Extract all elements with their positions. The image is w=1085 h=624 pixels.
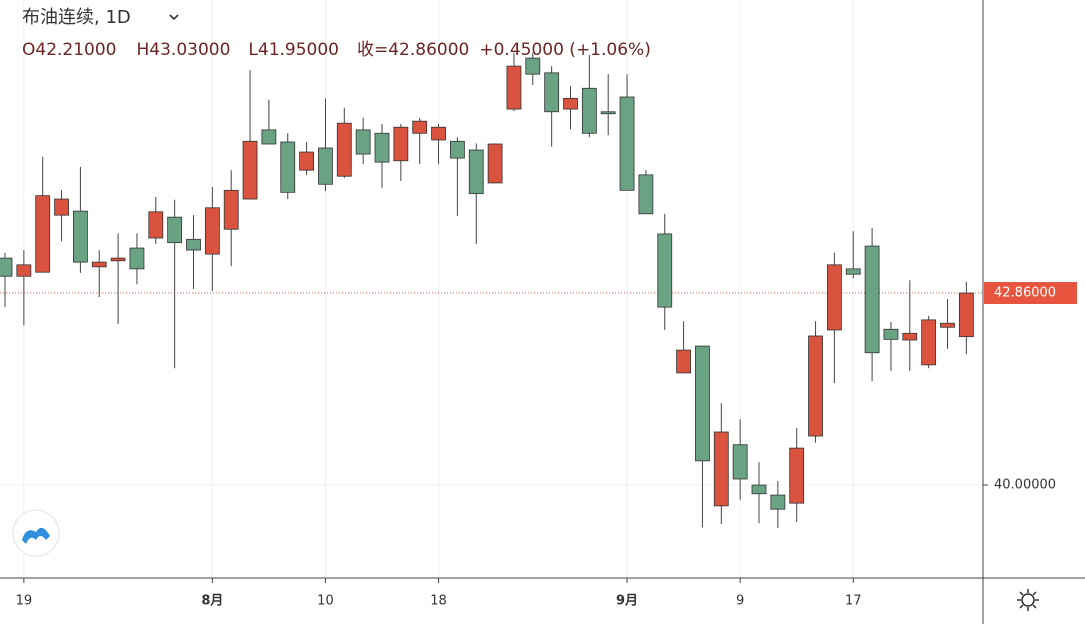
candle-body [789, 447, 805, 504]
x-tick-label: 19 [16, 594, 33, 609]
candle-body [280, 141, 296, 193]
candle-body [318, 147, 333, 185]
candle-body [16, 264, 32, 277]
candle-body [525, 57, 541, 75]
axes: 40.00000 19 8月 10 18 9月 9 17 42.86000 [16, 282, 1077, 609]
chart-title: 布油连续, 1D [22, 7, 131, 28]
candle-body [431, 126, 446, 141]
candle-body [940, 322, 955, 328]
candle-body [242, 140, 258, 200]
legend-item: +0.45000 (+1.06%) [479, 40, 650, 60]
candle-body [695, 345, 710, 462]
candle-body [110, 257, 126, 262]
x-tick-label: 18 [430, 594, 447, 609]
legend-item: O42.21000 [22, 40, 117, 60]
candle-body [883, 328, 899, 340]
candle-body [54, 198, 69, 216]
candle-body [204, 207, 220, 255]
candle-body [563, 97, 578, 110]
legend-item: H43.03000 [137, 40, 231, 60]
candle-body [581, 87, 597, 134]
candle-body [167, 216, 183, 244]
candle-body [393, 126, 409, 162]
candle-body [261, 129, 277, 145]
candle-body [827, 264, 842, 331]
candle-body [148, 211, 164, 239]
candle-body [751, 484, 767, 495]
candle-body [186, 238, 201, 251]
candle-body [808, 335, 823, 437]
gear [1021, 593, 1035, 607]
candle-body [487, 143, 503, 184]
candles [0, 52, 983, 528]
candle-body [713, 431, 729, 507]
last-price-badge [984, 282, 1077, 305]
candle-body [0, 257, 13, 277]
candle-body [35, 195, 51, 273]
x-tick-label: 17 [845, 594, 862, 609]
y-tick-label: 40.00000 [994, 478, 1056, 493]
candle-body [902, 332, 918, 341]
candle-body [600, 111, 616, 115]
candle-body [336, 122, 352, 177]
candle-body [129, 247, 145, 270]
candle-body [91, 261, 107, 268]
title-chevron[interactable] [169, 14, 179, 21]
x-tick-label: 10 [317, 594, 334, 609]
candle-body [845, 268, 861, 275]
candle-body [864, 245, 880, 354]
candle-body [770, 494, 786, 510]
candle-body [223, 189, 239, 230]
candle-body [958, 292, 974, 338]
logo-icon [22, 527, 50, 544]
candle-body [449, 140, 465, 159]
candle-body [506, 65, 522, 110]
candle-body [544, 72, 560, 113]
candle-body [355, 129, 371, 155]
legend-item: 收=42.86000 [357, 40, 469, 60]
legend-item: L41.95000 [248, 40, 339, 60]
candle-body [638, 174, 654, 215]
settings-icon[interactable] [1017, 589, 1039, 611]
candle-body [468, 149, 484, 195]
x-tick-label: 8月 [201, 594, 223, 609]
candle-body [374, 132, 390, 163]
candle-body [921, 319, 937, 366]
logo[interactable] [12, 509, 60, 557]
gear-rays [1017, 589, 1039, 611]
candle-body [619, 96, 635, 191]
candle-body [732, 444, 748, 480]
x-tick-label: 9 [736, 594, 744, 609]
last-price-label: 42.86000 [994, 286, 1056, 301]
candle-body [299, 151, 315, 171]
candle-body [412, 120, 428, 134]
candle-body [657, 233, 673, 308]
ohlc-legend: O42.21000 H43.03000 L41.95000 收=42.86000 +0.… [22, 40, 651, 60]
x-tick-label: 9月 [616, 594, 638, 609]
candle-body [676, 349, 691, 374]
candle-body [73, 210, 88, 263]
